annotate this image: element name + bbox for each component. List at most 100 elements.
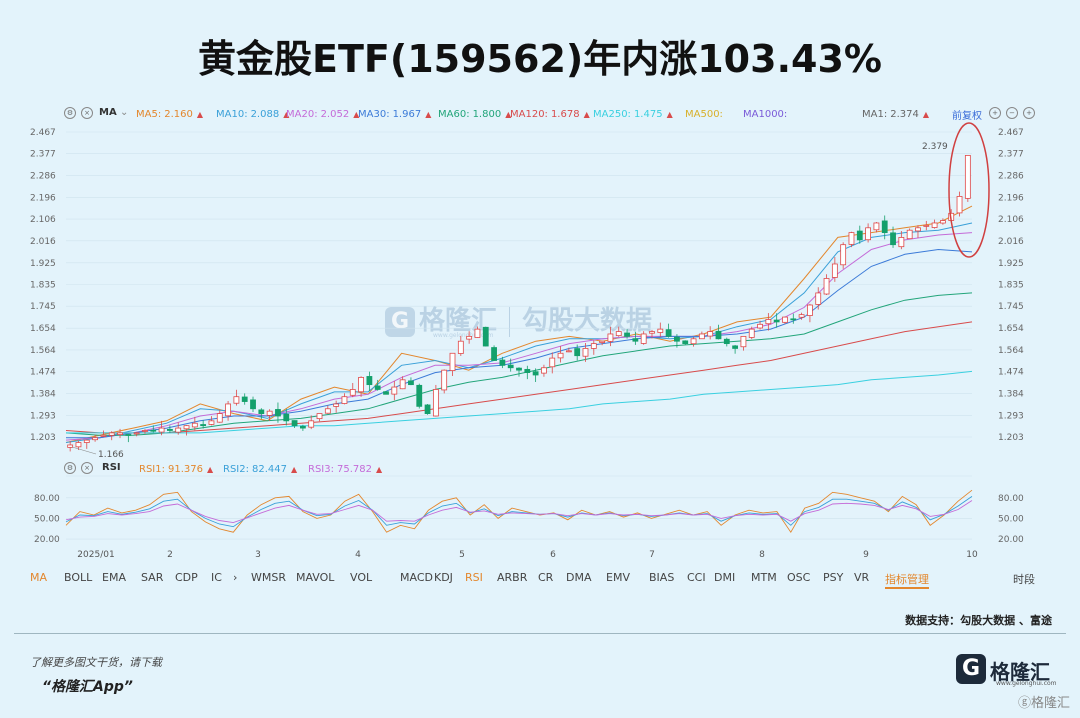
candle-body xyxy=(424,404,431,414)
zoom-out-icon[interactable]: − xyxy=(1006,107,1018,119)
ma-line-ma30 xyxy=(66,248,973,439)
candle-body xyxy=(715,330,722,340)
indicator-tab[interactable]: EMV xyxy=(606,571,630,584)
price-tick-right: 1.564 xyxy=(998,346,1024,356)
indicator-tab[interactable]: 时段 xyxy=(1013,573,1035,586)
indicator-tab[interactable]: MTM xyxy=(751,571,777,584)
indicator-tab[interactable]: MAVOL xyxy=(296,571,335,584)
indicator-tab[interactable]: ARBR xyxy=(497,571,528,584)
candle-body xyxy=(657,328,664,333)
candle-body xyxy=(516,367,522,371)
indicator-tab[interactable]: BOLL xyxy=(64,571,93,584)
candle-body xyxy=(491,347,497,361)
up-arrow-icon: ▲ xyxy=(375,465,383,474)
rsi-line-rsi2 xyxy=(65,496,973,528)
indicator-tab[interactable]: MA xyxy=(30,571,48,584)
candle-body xyxy=(632,338,639,342)
x-tick-label: 5 xyxy=(459,550,465,560)
candle-body xyxy=(133,432,140,435)
candle-body xyxy=(765,319,772,325)
indicator-tab[interactable]: EMA xyxy=(102,571,126,584)
indicator-tab[interactable]: DMA xyxy=(566,571,592,584)
indicator-tab[interactable]: › xyxy=(233,571,238,584)
price-tick-right: 2.377 xyxy=(998,150,1024,160)
corner-watermark: ⓖ格隆汇 xyxy=(1017,696,1070,711)
indicator-tab[interactable]: BIAS xyxy=(649,571,675,584)
indicator-tab[interactable]: OSC xyxy=(787,571,811,584)
indicator-tab[interactable]: DMI xyxy=(714,571,736,584)
rsi-line-rsi3 xyxy=(65,500,973,524)
indicator-tab[interactable]: CDP xyxy=(175,571,198,584)
chevron-down-icon[interactable]: ⌄ xyxy=(120,107,129,118)
candle-body xyxy=(831,263,838,278)
brand-logo: G 格隆汇 www.gelonghui.com xyxy=(956,652,1066,692)
rsi-tick-right: 50.00 xyxy=(998,514,1024,524)
close-icon[interactable]: × xyxy=(81,107,93,119)
candle-body xyxy=(250,399,256,410)
indicator-tab[interactable]: PSY xyxy=(823,571,844,584)
divider xyxy=(14,633,1066,634)
candle-body xyxy=(807,304,813,316)
rsi-close-icon[interactable]: × xyxy=(81,462,93,474)
candle-body xyxy=(532,371,539,376)
indicator-tab[interactable]: VOL xyxy=(350,571,373,584)
indicator-tab[interactable]: VR xyxy=(854,571,870,584)
rsi-settings-icon[interactable]: ⚙ xyxy=(64,462,76,474)
low-leader-line xyxy=(71,446,97,455)
ma-label[interactable]: MA xyxy=(99,107,117,118)
rsi-label[interactable]: RSI xyxy=(102,462,121,473)
ma-legend-label: MA5: xyxy=(136,109,162,120)
high-annotation: 2.379 xyxy=(922,142,948,152)
add-icon[interactable]: + xyxy=(1023,107,1035,119)
ma-legend-label: MA30: xyxy=(358,109,390,120)
candle-body xyxy=(890,232,896,246)
ma-legend-label: MA10: xyxy=(216,109,248,120)
ma-legend-item: MA120: 1.678 ▲ xyxy=(510,109,590,120)
candle-body xyxy=(574,348,581,357)
ma-legend-value: 1.678 xyxy=(550,109,580,120)
candle-body xyxy=(881,220,888,234)
price-tick-left: 2.286 xyxy=(30,172,56,182)
indicator-tab[interactable]: CR xyxy=(538,571,554,584)
chart-title: 黄金股ETF(159562)年内涨103.43% xyxy=(198,37,882,81)
candle-body xyxy=(748,328,755,338)
indicator-tab[interactable]: RSI xyxy=(465,571,483,584)
candle-body xyxy=(441,369,448,391)
candle-body xyxy=(782,316,788,323)
candle-body xyxy=(366,376,373,386)
indicator-tab[interactable]: KDJ xyxy=(434,571,453,584)
candle-body xyxy=(856,230,863,241)
candle-body xyxy=(83,439,90,443)
watermark: G 格隆汇 勾股大数据 www.gelonghui.com xyxy=(385,300,652,339)
price-tick-left: 1.384 xyxy=(30,389,56,399)
indicator-tab[interactable]: CCI xyxy=(687,571,706,584)
rsi-tick-left: 80.00 xyxy=(34,494,60,504)
candle-body xyxy=(208,420,215,425)
indicator-tab[interactable]: 指标管理 xyxy=(885,571,929,589)
x-tick-label: 2025/01 xyxy=(77,550,114,560)
candle-body xyxy=(258,409,265,414)
zoom-in-icon[interactable]: + xyxy=(989,107,1001,119)
indicator-tab[interactable]: SAR xyxy=(141,571,164,584)
rsi-tick-right: 20.00 xyxy=(998,535,1024,545)
candle-body xyxy=(92,437,98,441)
price-tick-right: 1.925 xyxy=(998,259,1024,269)
candle-body xyxy=(740,335,747,348)
indicator-tab[interactable]: MACD xyxy=(400,571,433,584)
candle-body xyxy=(283,413,290,422)
indicator-tabs: MA BOLL EMA SAR CDP IC › WMSR MAVOL VOL MACD KDJ RSI… xyxy=(30,571,1050,589)
candle-body xyxy=(915,227,921,232)
price-tick-left: 1.564 xyxy=(30,346,56,356)
indicator-tab[interactable]: WMSR xyxy=(251,571,286,584)
price-tick-left: 1.474 xyxy=(30,368,56,378)
adjust-button[interactable]: 前复权 xyxy=(952,111,982,122)
ma-legend-label: MA250: xyxy=(593,109,631,120)
indicator-tab[interactable]: IC xyxy=(211,571,222,584)
settings-icon[interactable]: ⚙ xyxy=(64,107,76,119)
candle-body xyxy=(408,380,414,386)
candle-body xyxy=(291,420,298,427)
ma-legend-value: 1.475 xyxy=(633,109,663,120)
candle-body xyxy=(931,222,938,228)
candle-body xyxy=(732,345,739,349)
candle-body xyxy=(665,329,672,337)
